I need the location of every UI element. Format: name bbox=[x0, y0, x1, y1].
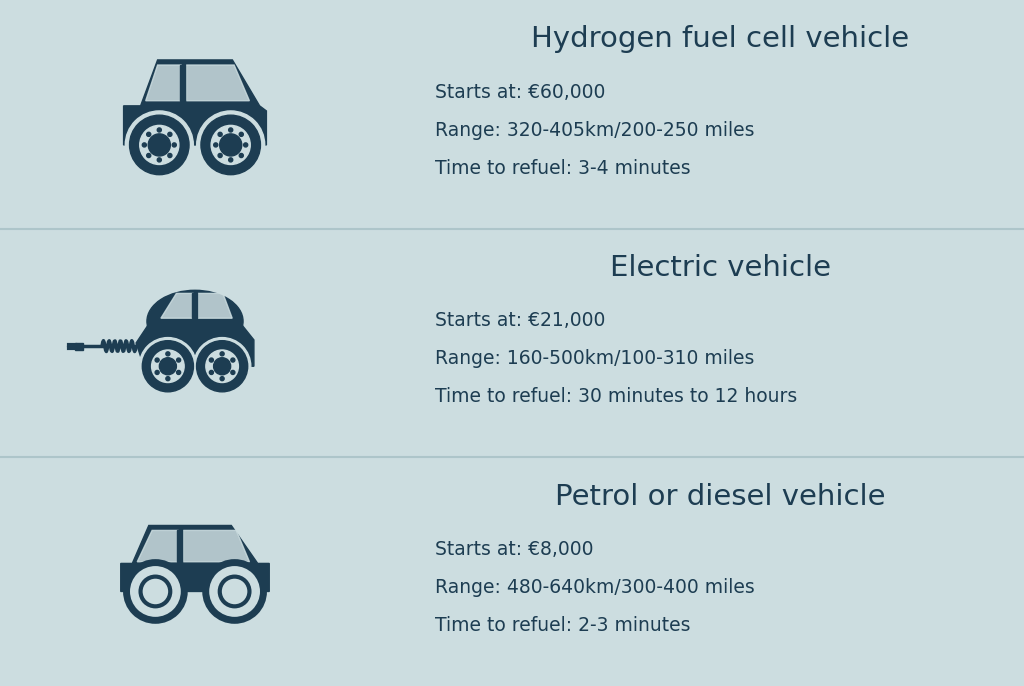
Circle shape bbox=[220, 134, 242, 156]
Circle shape bbox=[146, 154, 151, 158]
Circle shape bbox=[125, 111, 194, 179]
Circle shape bbox=[168, 132, 172, 137]
Circle shape bbox=[214, 357, 230, 375]
Circle shape bbox=[220, 352, 224, 356]
Circle shape bbox=[218, 154, 222, 158]
Circle shape bbox=[155, 370, 159, 375]
Circle shape bbox=[166, 352, 170, 356]
Text: Time to refuel: 2-3 minutes: Time to refuel: 2-3 minutes bbox=[435, 616, 690, 635]
Circle shape bbox=[146, 132, 151, 137]
Circle shape bbox=[152, 350, 184, 383]
Circle shape bbox=[176, 370, 180, 375]
Polygon shape bbox=[124, 60, 266, 145]
Circle shape bbox=[212, 569, 257, 614]
Circle shape bbox=[197, 341, 248, 392]
Circle shape bbox=[244, 143, 248, 147]
Circle shape bbox=[240, 132, 244, 137]
Circle shape bbox=[166, 377, 170, 381]
Polygon shape bbox=[198, 294, 232, 318]
Polygon shape bbox=[137, 530, 178, 562]
Text: Petrol or diesel vehicle: Petrol or diesel vehicle bbox=[555, 483, 886, 510]
Circle shape bbox=[142, 341, 194, 392]
Text: Starts at: €60,000: Starts at: €60,000 bbox=[435, 83, 605, 102]
Circle shape bbox=[204, 561, 265, 622]
Polygon shape bbox=[186, 65, 250, 101]
Circle shape bbox=[172, 143, 176, 147]
Text: Range: 480-640km/300-400 miles: Range: 480-640km/300-400 miles bbox=[435, 578, 755, 598]
Circle shape bbox=[130, 115, 189, 175]
Circle shape bbox=[168, 154, 172, 158]
Circle shape bbox=[228, 128, 232, 132]
Circle shape bbox=[201, 115, 260, 175]
Circle shape bbox=[218, 132, 222, 137]
Text: Electric vehicle: Electric vehicle bbox=[609, 254, 830, 282]
Polygon shape bbox=[161, 294, 194, 318]
Circle shape bbox=[209, 358, 213, 362]
Circle shape bbox=[158, 128, 162, 132]
Circle shape bbox=[148, 134, 170, 156]
Circle shape bbox=[211, 126, 250, 165]
Text: Range: 160-500km/100-310 miles: Range: 160-500km/100-310 miles bbox=[435, 349, 755, 368]
Circle shape bbox=[160, 357, 176, 375]
Circle shape bbox=[125, 561, 186, 622]
Circle shape bbox=[230, 370, 234, 375]
Polygon shape bbox=[183, 530, 250, 562]
Circle shape bbox=[230, 358, 234, 362]
Polygon shape bbox=[179, 65, 184, 101]
Polygon shape bbox=[191, 294, 197, 318]
Polygon shape bbox=[136, 324, 254, 366]
Circle shape bbox=[220, 377, 224, 381]
Text: Starts at: €8,000: Starts at: €8,000 bbox=[435, 540, 594, 559]
Circle shape bbox=[206, 350, 239, 383]
Circle shape bbox=[133, 569, 178, 614]
Circle shape bbox=[155, 358, 159, 362]
Circle shape bbox=[176, 358, 180, 362]
Circle shape bbox=[228, 158, 232, 162]
Polygon shape bbox=[75, 343, 83, 349]
Ellipse shape bbox=[147, 290, 243, 353]
Circle shape bbox=[139, 126, 179, 165]
Text: Hydrogen fuel cell vehicle: Hydrogen fuel cell vehicle bbox=[530, 25, 909, 54]
Text: Time to refuel: 30 minutes to 12 hours: Time to refuel: 30 minutes to 12 hours bbox=[435, 388, 798, 407]
Text: Range: 320-405km/200-250 miles: Range: 320-405km/200-250 miles bbox=[435, 121, 755, 140]
Polygon shape bbox=[145, 65, 181, 101]
Polygon shape bbox=[177, 530, 182, 562]
Circle shape bbox=[139, 338, 197, 395]
Text: Starts at: €21,000: Starts at: €21,000 bbox=[435, 311, 605, 331]
Circle shape bbox=[158, 158, 162, 162]
Text: Time to refuel: 3-4 minutes: Time to refuel: 3-4 minutes bbox=[435, 159, 690, 178]
Circle shape bbox=[209, 370, 213, 375]
Polygon shape bbox=[121, 525, 269, 591]
Circle shape bbox=[214, 143, 218, 147]
Circle shape bbox=[197, 111, 264, 179]
Circle shape bbox=[194, 338, 251, 395]
Circle shape bbox=[240, 154, 244, 158]
Circle shape bbox=[142, 143, 146, 147]
